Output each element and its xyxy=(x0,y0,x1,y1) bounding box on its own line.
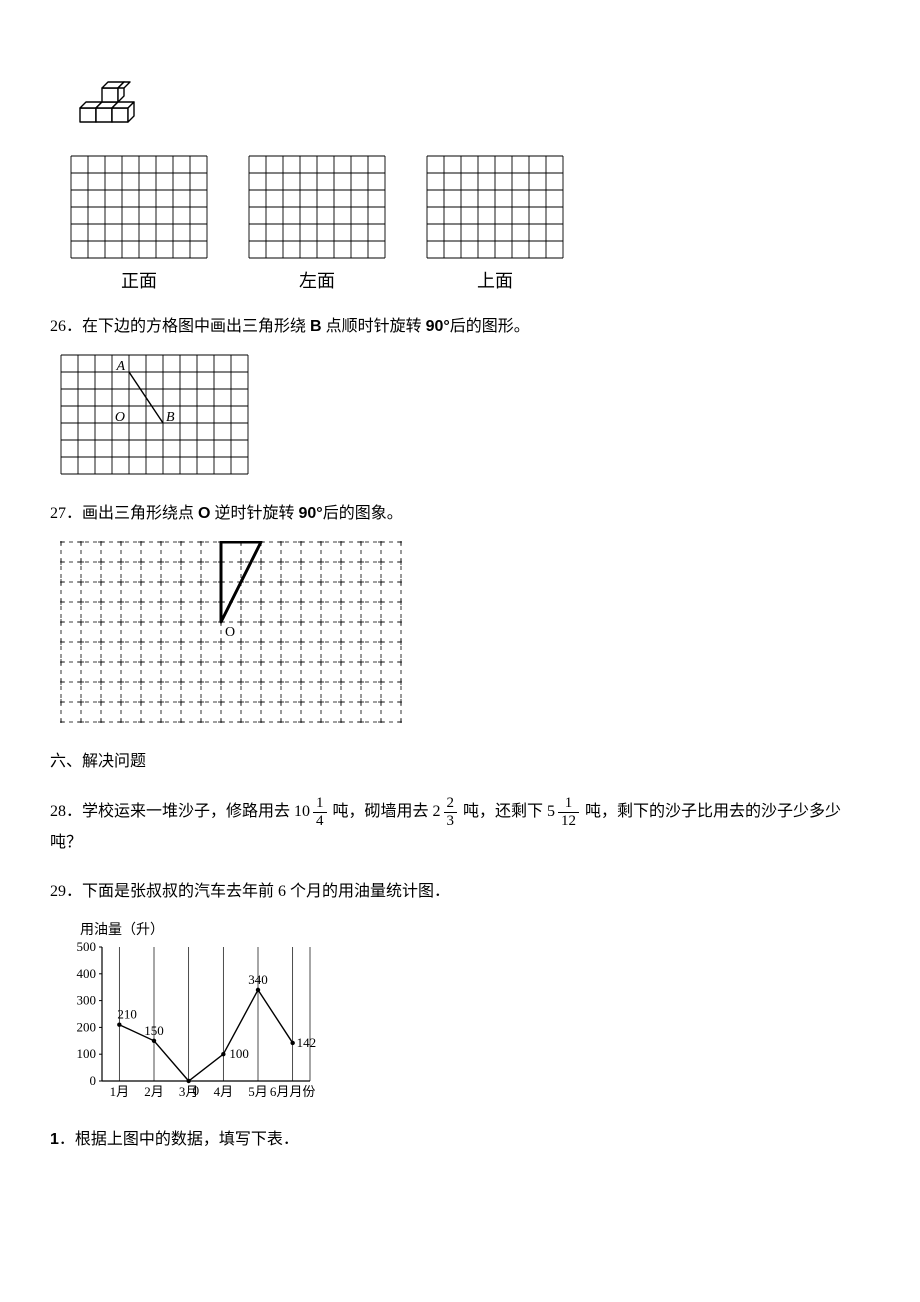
q28-m3-num: 1 xyxy=(558,796,579,813)
svg-text:400: 400 xyxy=(77,966,97,981)
q26-mid: 点顺时针旋转 xyxy=(322,318,426,335)
q29-chart-svg: 01002003004005001月2月3月4月5月6月月份2101500100… xyxy=(60,941,320,1101)
grid-label-top: 上面 xyxy=(477,267,513,293)
q26-pre: 26．在下边的方格图中画出三角形绕 xyxy=(50,318,310,335)
q27-pre: 27．画出三角形绕点 xyxy=(50,505,198,522)
q26-svg: A O B xyxy=(60,354,249,475)
q29-1-text: 1．根据上图中的数据，填写下表． xyxy=(50,1126,870,1155)
svg-text:0: 0 xyxy=(193,1083,200,1098)
grid-top xyxy=(426,155,564,259)
grid-left xyxy=(248,155,386,259)
q28-m1-den: 4 xyxy=(313,813,327,829)
q28-pre: 28．学校运来一堆沙子，修路用去 xyxy=(50,804,290,821)
grid-front xyxy=(70,155,208,259)
q28-text: 28．学校运来一堆沙子，修路用去 10 14 吨，砌墙用去 2 23 吨，还剩下… xyxy=(50,796,870,858)
svg-text:100: 100 xyxy=(229,1046,249,1061)
q28-m2-whole: 2 xyxy=(433,798,441,827)
q27-figure: O xyxy=(60,541,870,728)
q28-m3: 5 112 xyxy=(547,796,581,829)
q29-chart: 01002003004005001月2月3月4月5月6月月份2101500100… xyxy=(60,941,870,1106)
svg-text:4月: 4月 xyxy=(214,1084,234,1099)
cubes-svg xyxy=(70,60,160,130)
q26-post: 后的图形。 xyxy=(450,318,530,335)
q28-m2-num: 2 xyxy=(444,796,458,813)
grid-block-front: 正面 xyxy=(70,155,208,293)
q28-m3-whole: 5 xyxy=(547,798,555,827)
grid-block-left: 左面 xyxy=(248,155,386,293)
q29-chart-title: 用油量（升） xyxy=(80,919,870,939)
q26-b: B xyxy=(310,318,322,335)
svg-text:500: 500 xyxy=(77,941,97,954)
section6-heading: 六、解决问题 xyxy=(50,748,870,777)
q28-m2: 2 23 xyxy=(433,796,460,829)
svg-text:0: 0 xyxy=(90,1073,97,1088)
q27-deg: 90° xyxy=(298,505,322,522)
svg-text:300: 300 xyxy=(77,993,97,1008)
q27-text: 27．画出三角形绕点 O 逆时针旋转 90°后的图象。 xyxy=(50,500,870,529)
q27-svg: O xyxy=(60,541,402,723)
q26-figure: A O B xyxy=(60,354,870,480)
svg-text:100: 100 xyxy=(77,1046,97,1061)
q29-1-post: ．根据上图中的数据，填写下表． xyxy=(59,1131,299,1148)
q29-text: 29．下面是张叔叔的汽车去年前 6 个月的用油量统计图． xyxy=(50,878,870,907)
q26-text: 26．在下边的方格图中画出三角形绕 B 点顺时针旋转 90°后的图形。 xyxy=(50,313,870,342)
q28-m1: 10 14 xyxy=(294,796,329,829)
grid-label-left: 左面 xyxy=(299,267,335,293)
svg-text:A: A xyxy=(115,359,125,374)
svg-text:142: 142 xyxy=(297,1035,317,1050)
view-grids-row: 正面 左面 上面 xyxy=(70,155,870,293)
svg-text:B: B xyxy=(166,410,175,425)
svg-text:2月: 2月 xyxy=(144,1084,164,1099)
q26-deg: 90° xyxy=(426,318,450,335)
svg-text:O: O xyxy=(115,410,125,425)
grid-block-top: 上面 xyxy=(426,155,564,293)
q28-mid2: 吨，还剩下 xyxy=(463,804,543,821)
q27-post: 后的图象。 xyxy=(323,505,403,522)
svg-text:5月: 5月 xyxy=(248,1084,268,1099)
svg-text:6月月份: 6月月份 xyxy=(270,1084,316,1099)
svg-text:340: 340 xyxy=(248,972,268,987)
svg-text:150: 150 xyxy=(144,1023,164,1038)
svg-text:200: 200 xyxy=(77,1019,97,1034)
q28-mid1: 吨，砌墙用去 xyxy=(333,804,429,821)
grid-label-front: 正面 xyxy=(121,267,157,293)
svg-text:O: O xyxy=(225,625,235,640)
q28-m1-whole: 10 xyxy=(294,798,310,827)
q27-mid: 逆时针旋转 xyxy=(210,505,298,522)
q29-1-pre: 1 xyxy=(50,1131,59,1148)
svg-text:210: 210 xyxy=(117,1007,136,1022)
cubes-figure xyxy=(70,60,870,135)
q27-o: O xyxy=(198,505,210,522)
q28-m2-den: 3 xyxy=(444,813,458,829)
svg-text:1月: 1月 xyxy=(110,1084,130,1099)
q28-m1-num: 1 xyxy=(313,796,327,813)
q28-m3-den: 12 xyxy=(558,813,579,829)
